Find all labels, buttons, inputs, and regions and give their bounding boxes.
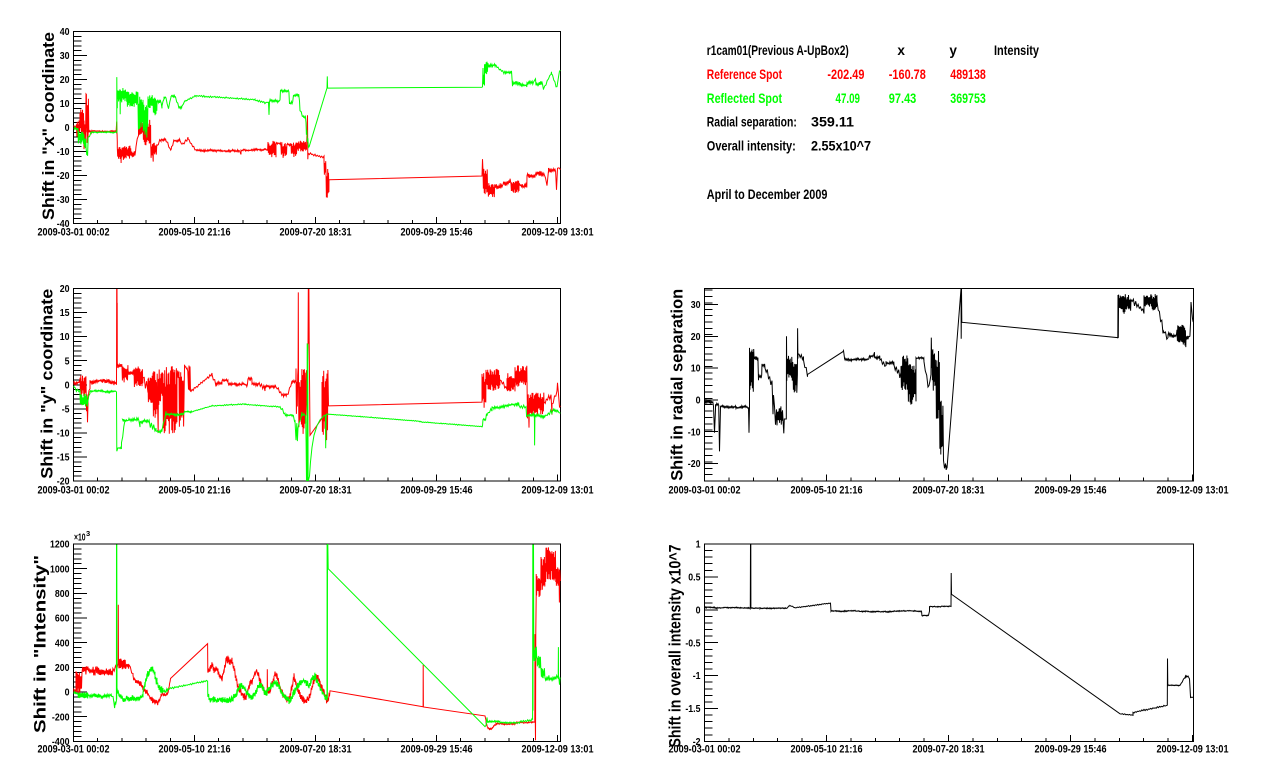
svg-text:-10: -10 [57,429,70,440]
svg-text:600: 600 [55,614,70,625]
svg-text:0.5: 0.5 [688,573,701,584]
svg-text:Reference Spot: Reference Spot [707,67,783,82]
svg-text:Shift in radial separation: Shift in radial separation [668,289,687,481]
svg-text:Shift in "x" coordinate: Shift in "x" coordinate [39,32,58,220]
svg-text:40: 40 [60,27,70,38]
svg-text:2009-07-20 18:31: 2009-07-20 18:31 [280,743,352,755]
svg-text:y: y [949,43,957,58]
svg-text:359.11: 359.11 [811,115,854,130]
svg-text:2009-09-29 15:46: 2009-09-29 15:46 [401,743,473,755]
svg-text:2009-03-01 00:02: 2009-03-01 00:02 [669,484,741,496]
svg-text:Shift in overall intensity x10: Shift in overall intensity x10^7 [666,545,685,748]
svg-text:20: 20 [60,284,70,295]
svg-text:1: 1 [696,540,701,551]
svg-text:-202.49: -202.49 [827,67,864,82]
svg-text:x: x [897,43,905,58]
svg-text:2009-03-01 00:02: 2009-03-01 00:02 [669,743,741,755]
svg-text:-30: -30 [57,195,70,206]
svg-text:0: 0 [696,396,701,407]
svg-text:-2: -2 [693,737,701,748]
svg-text:0: 0 [696,605,701,616]
svg-text:Intensity: Intensity [994,43,1039,58]
svg-text:2009-12-09 13:01: 2009-12-09 13:01 [522,743,594,755]
svg-text:-10: -10 [688,427,701,438]
svg-text:-0.5: -0.5 [685,638,700,649]
svg-text:-5: -5 [62,404,70,415]
svg-text:-15: -15 [57,453,70,464]
svg-text:-160.78: -160.78 [889,67,926,82]
svg-text:2009-07-20 18:31: 2009-07-20 18:31 [913,743,985,755]
svg-text:2009-03-01 00:02: 2009-03-01 00:02 [38,743,110,755]
svg-text:20: 20 [691,332,701,343]
svg-text:369753: 369753 [950,91,986,106]
svg-text:10: 10 [60,332,70,343]
svg-text:1000: 1000 [50,564,70,575]
svg-text:2009-05-10 21:16: 2009-05-10 21:16 [791,743,863,755]
svg-text:2009-05-10 21:16: 2009-05-10 21:16 [159,743,231,755]
svg-text:5: 5 [65,356,70,367]
svg-text:2009-07-20 18:31: 2009-07-20 18:31 [913,484,985,496]
svg-text:-200: -200 [52,712,70,723]
svg-text:2009-03-01 00:02: 2009-03-01 00:02 [38,227,110,239]
svg-text:Radial separation:: Radial separation: [707,115,797,130]
svg-text:2009-12-09 13:01: 2009-12-09 13:01 [1157,743,1229,755]
svg-text:2.55x10^7: 2.55x10^7 [811,139,871,154]
svg-text:-10: -10 [57,147,70,158]
svg-text:-20: -20 [57,171,70,182]
svg-text:2009-07-20 18:31: 2009-07-20 18:31 [280,484,352,496]
svg-text:15: 15 [60,308,70,319]
svg-text:2009-09-29 15:46: 2009-09-29 15:46 [1035,743,1107,755]
svg-text:-1: -1 [693,671,701,682]
svg-text:3: 3 [86,529,90,538]
svg-text:30: 30 [60,51,70,62]
svg-text:2009-07-20 18:31: 2009-07-20 18:31 [280,227,352,239]
svg-text:200: 200 [55,663,70,674]
svg-text:-40: -40 [57,219,70,230]
svg-text:2009-05-10 21:16: 2009-05-10 21:16 [159,484,231,496]
svg-text:r1cam01(Previous A-UpBox2): r1cam01(Previous A-UpBox2) [707,43,849,58]
svg-text:20: 20 [60,75,70,86]
svg-text:0: 0 [65,688,70,699]
svg-text:2009-05-10 21:16: 2009-05-10 21:16 [791,484,863,496]
svg-text:2009-12-09 13:01: 2009-12-09 13:01 [522,484,594,496]
svg-text:47.09: 47.09 [836,91,861,106]
svg-text:-20: -20 [688,459,701,470]
svg-text:-400: -400 [52,737,70,748]
svg-text:489138: 489138 [950,67,986,82]
svg-text:2009-09-29 15:46: 2009-09-29 15:46 [401,227,473,239]
svg-text:2009-03-01 00:02: 2009-03-01 00:02 [38,484,110,496]
svg-text:30: 30 [691,300,701,311]
svg-text:Overall intensity:: Overall intensity: [707,139,796,154]
svg-text:2009-12-09 13:01: 2009-12-09 13:01 [1157,484,1229,496]
svg-text:×10: ×10 [74,532,86,544]
svg-text:April to December 2009: April to December 2009 [707,187,828,202]
svg-text:Shift in "Intensity": Shift in "Intensity" [31,555,50,733]
svg-text:2009-12-09 13:01: 2009-12-09 13:01 [522,227,594,239]
svg-text:10: 10 [60,99,70,110]
svg-text:1200: 1200 [50,540,70,551]
svg-text:800: 800 [55,589,70,600]
svg-text:10: 10 [691,364,701,375]
svg-text:0: 0 [65,380,70,391]
svg-text:2009-09-29 15:46: 2009-09-29 15:46 [1035,484,1107,496]
svg-text:2009-05-10 21:16: 2009-05-10 21:16 [159,227,231,239]
svg-text:97.43: 97.43 [889,91,917,106]
svg-text:-20: -20 [57,477,70,488]
svg-text:Shift in "y" coordinate: Shift in "y" coordinate [38,289,57,479]
svg-text:-1.5: -1.5 [685,704,700,715]
svg-text:2009-09-29 15:46: 2009-09-29 15:46 [401,484,473,496]
svg-text:400: 400 [55,638,70,649]
svg-text:Reflected Spot: Reflected Spot [707,91,783,106]
svg-text:0: 0 [65,123,70,134]
